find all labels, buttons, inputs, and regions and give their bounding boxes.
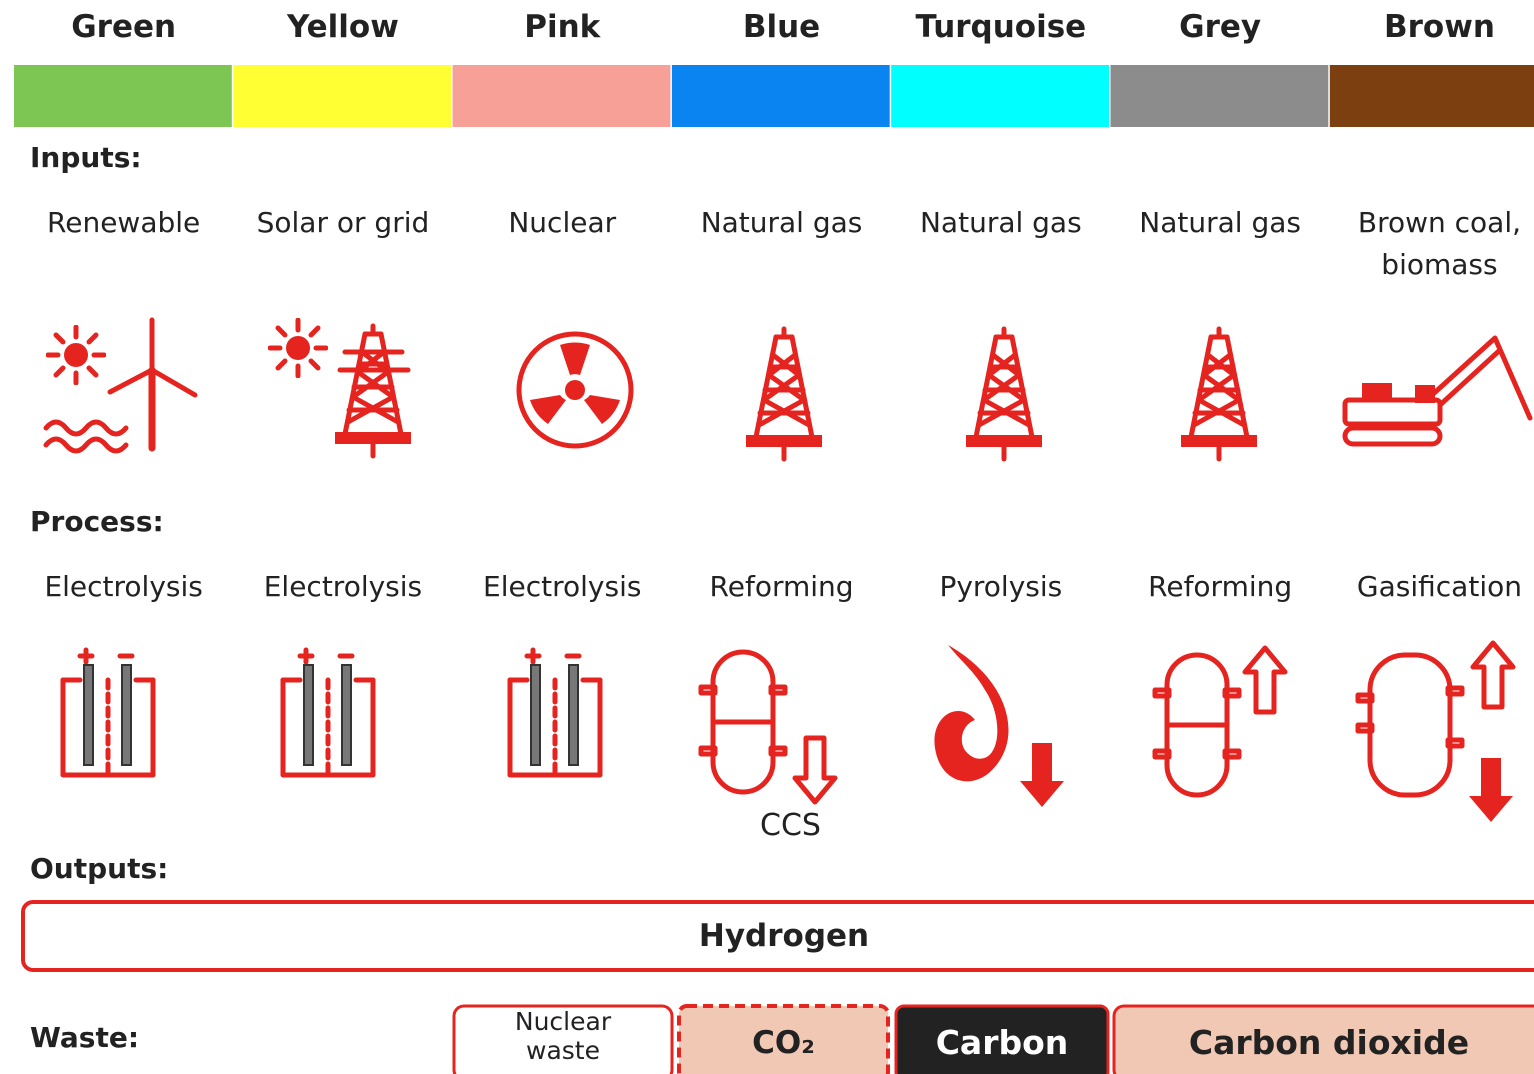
color-band (891, 65, 1109, 127)
column-name: Pink (524, 9, 601, 45)
wind-turbine-icon (43, 317, 198, 454)
electrolysis-icon (63, 650, 153, 775)
process-label: Electrolysis (44, 570, 203, 603)
arrow-up-icon (1245, 648, 1285, 712)
carbon-dioxide-box (1112, 1004, 1534, 1074)
color-band (14, 65, 232, 127)
waste-label-item: Nuclear waste (514, 1007, 612, 1065)
color-band (452, 65, 671, 127)
waste-label-item: CO₂ (752, 1025, 815, 1061)
flame-icon (934, 645, 1009, 782)
arrow-down-icon (795, 738, 835, 802)
color-band (1110, 65, 1329, 127)
column-name: Yellow (287, 9, 399, 45)
pylon-arms (337, 349, 411, 373)
excavator-icon (1342, 335, 1533, 447)
column-name: Grey (1179, 9, 1262, 45)
process-label: Reforming (1148, 570, 1293, 603)
co2-box (677, 1004, 890, 1074)
color-band (233, 65, 452, 127)
inputs-label: Inputs: (30, 141, 142, 174)
arrow-down-icon (1469, 758, 1513, 822)
hydrogen-box (21, 900, 1534, 972)
nuclear-waste-box (452, 1004, 674, 1074)
electrolysis-icon (510, 650, 600, 775)
column-name: Green (71, 9, 177, 45)
output-label: Hydrogen (698, 918, 870, 954)
sun-icon (270, 320, 326, 376)
process-label: Process: (30, 505, 164, 538)
derrick-icon (1181, 329, 1257, 459)
input-label: Renewable (47, 206, 201, 239)
radiation-icon (516, 331, 634, 449)
outputs-label: Outputs: (30, 852, 169, 885)
color-band (1329, 65, 1534, 127)
sun-icon (48, 327, 104, 383)
input-label: Nuclear (508, 206, 617, 239)
ccs-label: CCS (760, 808, 821, 843)
process-label: Pyrolysis (939, 570, 1063, 603)
reformer-icon (701, 652, 785, 792)
reformer-icon (1155, 655, 1239, 795)
input-label: Natural gas (700, 206, 863, 239)
carbon-box (894, 1004, 1110, 1074)
input-label: Solar or grid (256, 206, 430, 239)
column-name: Brown (1383, 9, 1495, 45)
arrow-up-icon (1473, 643, 1513, 707)
color-band (671, 65, 890, 127)
waste-label: Waste: (30, 1021, 140, 1054)
process-label: Electrolysis (263, 570, 423, 603)
input-label: Natural gas (919, 206, 1082, 239)
process-label: Reforming (709, 570, 854, 603)
pylon-icon (335, 326, 411, 456)
arrow-down-icon (1020, 743, 1064, 807)
derrick-icon (746, 329, 822, 459)
input-label: Brown coal, biomass (1357, 206, 1522, 281)
process-label: Gasification (1356, 570, 1522, 603)
waste-label-item: Carbon (935, 1023, 1069, 1062)
column-name: Blue (742, 9, 821, 45)
gasifier-icon (1355, 652, 1465, 798)
waste-label-item: Carbon dioxide (1188, 1023, 1470, 1062)
derrick-icon (966, 329, 1042, 459)
electrolysis-icon (283, 650, 373, 775)
column-name: Turquoise (915, 9, 1087, 45)
process-label: Electrolysis (483, 570, 642, 603)
input-label: Natural gas (1139, 206, 1301, 239)
